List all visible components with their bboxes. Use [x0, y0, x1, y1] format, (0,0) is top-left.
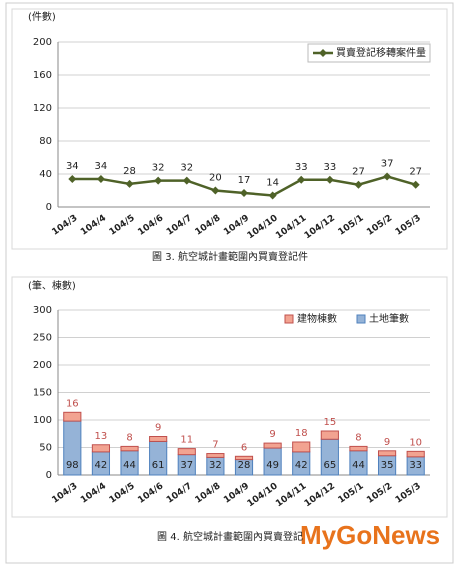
data-label: 28: [238, 460, 251, 471]
bar-segment: [149, 436, 168, 442]
data-label: 16: [66, 398, 79, 409]
data-label: 61: [152, 460, 165, 471]
data-label: 65: [323, 460, 336, 471]
y-tick-label: 120: [33, 103, 52, 114]
data-label: 32: [152, 163, 165, 174]
data-label: 33: [323, 162, 336, 173]
bar-segment: [349, 445, 368, 452]
y-tick-label: 40: [39, 169, 52, 180]
y-axis-label: (件數): [28, 10, 56, 23]
marker: [411, 180, 420, 189]
data-label: 9: [384, 437, 390, 448]
marker: [268, 191, 277, 200]
watermark: MyGoNews: [300, 520, 440, 550]
y-tick-label: 100: [33, 415, 52, 426]
data-label: 7: [212, 440, 218, 451]
y-tick-label: 160: [33, 70, 52, 81]
bar-segment: [263, 442, 282, 449]
data-label: 35: [381, 460, 394, 471]
bar-segment: [63, 411, 82, 422]
chart-box: [11, 276, 448, 518]
bar-segment: [320, 430, 339, 440]
marker: [297, 175, 306, 184]
marker: [96, 174, 105, 183]
y-tick-label: 50: [39, 443, 52, 454]
marker: [211, 186, 220, 195]
y-tick-label: 200: [33, 360, 52, 371]
bar-segment: [91, 444, 111, 453]
legend-swatch: [284, 314, 294, 324]
data-label: 42: [95, 460, 108, 471]
data-label: 27: [409, 167, 422, 178]
data-label: 42: [295, 460, 308, 471]
marker: [125, 179, 134, 188]
data-label: 37: [381, 158, 394, 169]
legend-label: 買賣登記移轉案件量: [336, 46, 426, 59]
data-label: 49: [266, 460, 279, 471]
bar-segment: [206, 453, 225, 458]
data-label: 6: [241, 442, 247, 453]
caption: 圖 3. 航空城計畫範圍內買賣登記件: [152, 250, 308, 263]
caption: 圖 4. 航空城計畫範圍內買賣登記: [157, 530, 303, 543]
bar-segment: [120, 445, 139, 452]
data-label: 44: [123, 460, 136, 471]
data-label: 44: [352, 460, 365, 471]
data-label: 27: [352, 167, 365, 178]
data-label: 98: [66, 460, 79, 471]
bar-segment: [406, 450, 425, 458]
legend-marker: [319, 49, 327, 57]
bar-segment: [377, 450, 397, 457]
data-label: 15: [323, 417, 336, 428]
data-label: 33: [295, 162, 308, 173]
y-tick-label: 200: [33, 37, 52, 48]
marker: [68, 174, 77, 183]
data-label: 20: [209, 173, 222, 184]
legend-swatch: [356, 314, 366, 324]
data-label: 13: [95, 431, 108, 442]
legend-box: [307, 43, 431, 63]
data-label: 37: [180, 460, 193, 471]
data-label: 32: [209, 460, 222, 471]
y-tick-label: 80: [39, 136, 52, 147]
marker: [154, 176, 163, 185]
marker: [240, 188, 248, 197]
data-label: 8: [355, 432, 361, 443]
data-label: 9: [269, 429, 275, 440]
data-label: 9: [155, 423, 161, 434]
y-tick-label: 0: [46, 202, 52, 213]
data-label: 17: [238, 175, 251, 186]
bar-segment: [234, 455, 254, 461]
y-axis-label: (筆、棟數): [28, 279, 76, 292]
data-label: 28: [123, 166, 136, 177]
data-label: 32: [180, 163, 193, 174]
data-label: 34: [66, 161, 79, 172]
y-tick-label: 250: [33, 333, 52, 344]
marker: [325, 175, 334, 184]
data-label: 10: [409, 437, 422, 448]
data-label: 8: [126, 432, 132, 443]
marker: [383, 172, 392, 181]
marker: [354, 180, 363, 189]
bar-segment: [292, 441, 311, 453]
y-tick-label: 300: [33, 305, 52, 316]
marker: [182, 176, 191, 185]
data-label: 33: [409, 460, 422, 471]
y-tick-label: 0: [46, 470, 52, 481]
data-label: 18: [295, 428, 308, 439]
legend-label: 建物棟數: [297, 312, 337, 325]
data-label: 14: [266, 177, 279, 188]
data-label: 11: [180, 435, 193, 446]
chart-box: [11, 8, 448, 250]
bar-segment: [177, 448, 196, 456]
y-tick-label: 150: [33, 388, 52, 399]
legend-label: 土地筆數: [369, 312, 409, 325]
data-label: 34: [95, 161, 108, 172]
